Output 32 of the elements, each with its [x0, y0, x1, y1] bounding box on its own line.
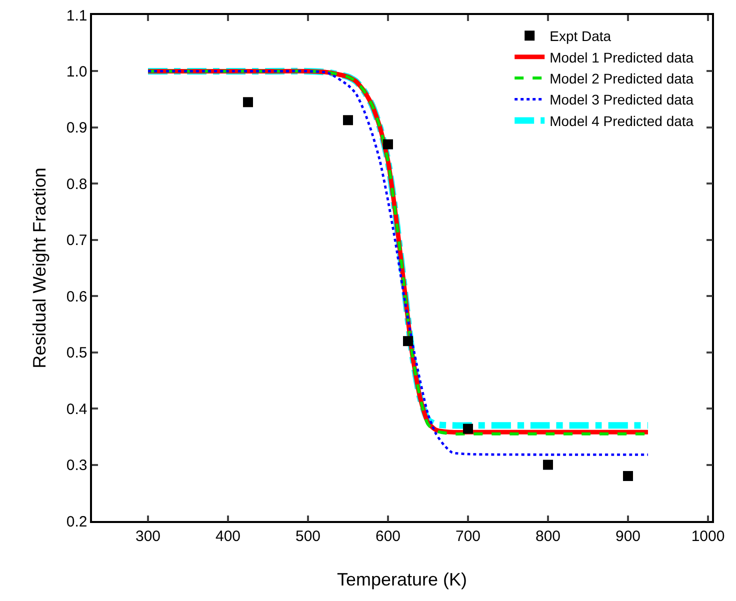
x-tick-label: 900: [615, 528, 641, 545]
legend-label: Model 1 Predicted data: [550, 49, 694, 66]
point: [463, 424, 473, 434]
point: [543, 460, 553, 470]
x-tick-label: 400: [215, 528, 241, 545]
y-tick-label: 0.6: [66, 288, 88, 306]
y-tick-label: 1.0: [66, 63, 88, 80]
x-tick-label: 600: [375, 528, 401, 545]
point: [243, 97, 253, 108]
y-tick-label: 1.1: [66, 7, 88, 24]
point: [623, 471, 633, 482]
y-tick-label: 0.2: [66, 513, 88, 530]
x-tick-label: 500: [295, 528, 321, 545]
y-tick-label: 0.9: [66, 120, 88, 137]
x-tick-label: 300: [135, 528, 161, 545]
legend-label: Model 2 Predicted data: [550, 70, 694, 87]
x-tick-label: 700: [455, 528, 481, 545]
point: [343, 115, 353, 126]
legend-label: Model 3 Predicted data: [550, 92, 694, 108]
point: [403, 336, 413, 346]
legend-label: Model 4 Predicted data: [550, 112, 694, 129]
y-axis-title: Residual Weight Fraction: [30, 168, 50, 368]
y-tick-label: 0.5: [66, 344, 88, 362]
y-tick-label: 0.3: [66, 457, 88, 474]
y-tick-label: 0.8: [66, 176, 88, 193]
x-axis-title: Temperature (K): [336, 570, 468, 590]
point: [383, 139, 393, 150]
x-tick-label: 1000: [691, 528, 725, 545]
y-tick-label: 0.7: [66, 232, 88, 250]
x-tick-label: 800: [535, 528, 561, 545]
legend-label: Expt Data: [550, 28, 612, 44]
y-tick-label: 0.4: [66, 400, 88, 418]
